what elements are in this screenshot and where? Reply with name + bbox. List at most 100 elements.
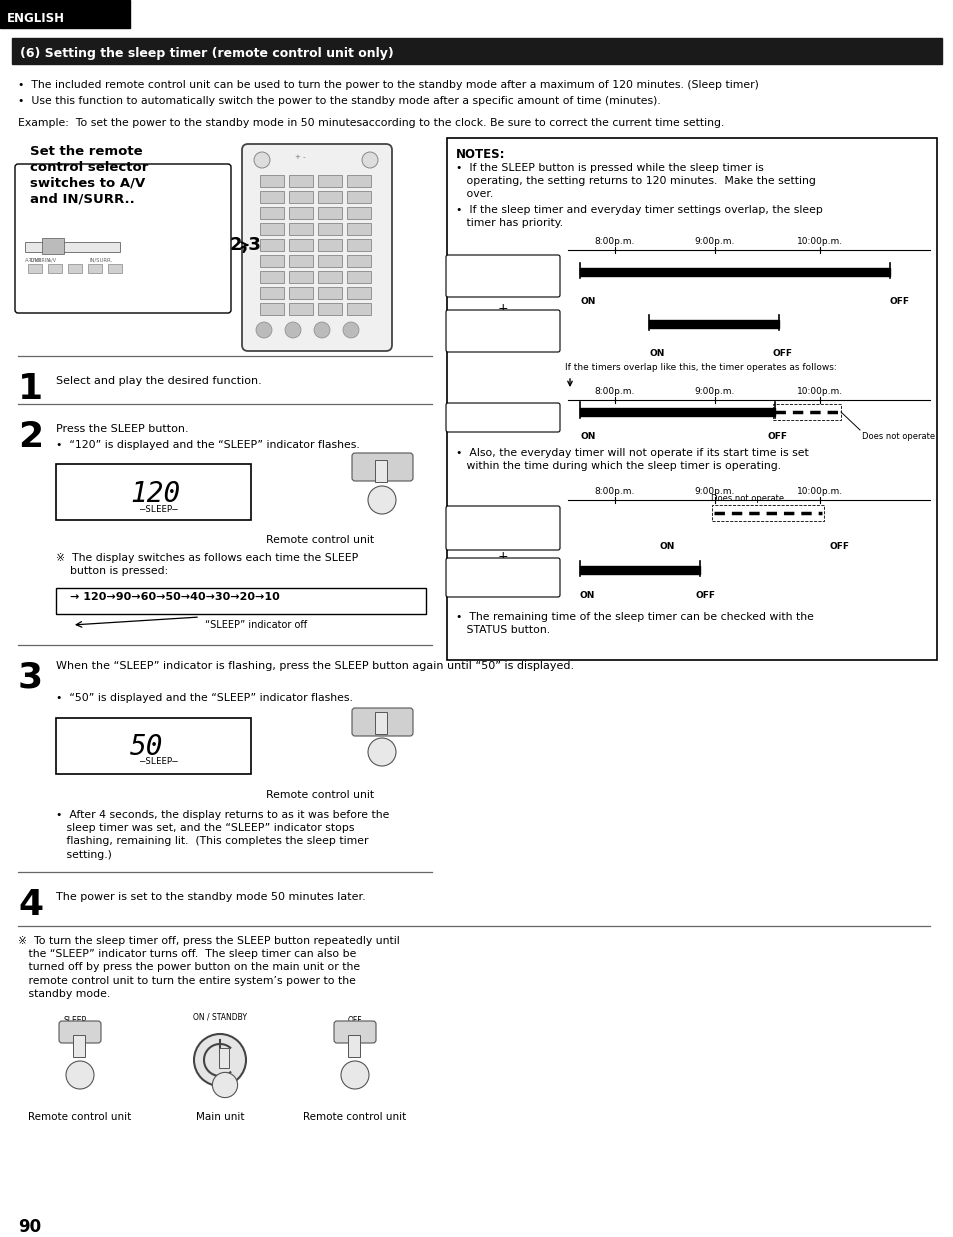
FancyBboxPatch shape [59, 1021, 101, 1043]
Bar [56, 588, 426, 614]
Bar [260, 223, 284, 235]
Bar [289, 255, 313, 267]
Text: ON: ON [649, 349, 664, 357]
Text: OFF: OFF [772, 349, 792, 357]
Text: ON: ON [659, 542, 675, 550]
FancyBboxPatch shape [242, 143, 392, 351]
Bar [260, 303, 284, 315]
Bar [48, 263, 62, 273]
FancyBboxPatch shape [446, 558, 559, 597]
Text: •  “120” is displayed and the “SLEEP” indicator flashes.: • “120” is displayed and the “SLEEP” ind… [56, 440, 359, 450]
Text: •  If the sleep timer and everyday timer settings overlap, the sleep
   timer ha: • If the sleep timer and everyday timer … [456, 205, 822, 228]
Text: 8:00p.m.: 8:00p.m. [594, 238, 635, 246]
Bar [347, 223, 371, 235]
Bar [317, 255, 341, 267]
Text: 8:00p.m.: 8:00p.m. [594, 487, 635, 496]
Text: Sleep timer
setting: Sleep timer setting [477, 570, 527, 590]
Text: OFF: OFF [889, 297, 909, 306]
Bar [317, 174, 341, 187]
Bar [68, 263, 82, 273]
Bar [28, 263, 42, 273]
Bar [289, 303, 313, 315]
Text: Remote control unit: Remote control unit [29, 1112, 132, 1122]
Circle shape [193, 1034, 246, 1086]
Bar [772, 404, 841, 421]
Text: 9:00p.m.: 9:00p.m. [694, 487, 735, 496]
Text: 10:00p.m.: 10:00p.m. [796, 387, 842, 396]
Text: ON: ON [579, 591, 595, 600]
Text: switches to A/V: switches to A/V [30, 177, 145, 190]
Bar [347, 271, 371, 283]
Text: +: + [497, 302, 508, 314]
FancyBboxPatch shape [334, 1021, 375, 1043]
Bar [260, 239, 284, 251]
Bar [317, 271, 341, 283]
Text: “SLEEP” indicator off: “SLEEP” indicator off [205, 620, 307, 630]
Circle shape [285, 322, 301, 338]
Bar [289, 207, 313, 219]
Bar [25, 242, 120, 252]
Text: Example:  To set the power to the standby mode in 50 minutesaccording to the clo: Example: To set the power to the standby… [18, 118, 723, 127]
Text: 1: 1 [18, 372, 43, 406]
Text: Remote control unit: Remote control unit [266, 790, 374, 800]
Bar [260, 271, 284, 283]
Text: •  After 4 seconds, the display returns to as it was before the
   sleep timer w: • After 4 seconds, the display returns t… [56, 810, 389, 860]
Bar [317, 303, 341, 315]
Text: If the timers overlap like this, the timer operates as follows:: If the timers overlap like this, the tim… [564, 362, 836, 372]
Text: TUNER  A/V: TUNER A/V [28, 259, 56, 263]
Circle shape [255, 322, 272, 338]
Text: 9:00p.m.: 9:00p.m. [694, 238, 735, 246]
Circle shape [368, 486, 395, 515]
Text: Sleep timer
setting: Sleep timer setting [477, 323, 527, 343]
Text: When the “SLEEP” indicator is flashing, press the SLEEP button again until “50” : When the “SLEEP” indicator is flashing, … [56, 661, 574, 670]
Text: 2: 2 [18, 421, 43, 454]
Text: —SLEEP—: —SLEEP— [140, 757, 177, 766]
Bar [648, 320, 779, 328]
Bar [289, 239, 313, 251]
Text: + -: + - [294, 153, 305, 160]
Circle shape [343, 322, 358, 338]
Text: •  If the SLEEP button is pressed while the sleep timer is
   operating, the set: • If the SLEEP button is pressed while t… [456, 163, 815, 199]
Bar [289, 190, 313, 203]
FancyBboxPatch shape [352, 453, 413, 481]
Bar [375, 713, 387, 734]
Text: Everyday timer
once timer setting: Everyday timer once timer setting [463, 268, 542, 288]
Text: 3: 3 [18, 661, 43, 695]
Bar [260, 287, 284, 299]
Text: SLEEP: SLEEP [371, 715, 392, 721]
Bar [42, 238, 64, 254]
Bar [12, 38, 941, 64]
Text: 8:00p.m.: 8:00p.m. [594, 387, 635, 396]
Text: ※  The display switches as follows each time the SLEEP
    button is pressed:: ※ The display switches as follows each t… [56, 553, 358, 576]
Text: 120: 120 [130, 480, 180, 508]
Text: Remote control unit: Remote control unit [266, 534, 374, 546]
Circle shape [213, 1072, 237, 1097]
Bar [447, 139, 936, 661]
Bar [289, 174, 313, 187]
Bar [317, 239, 341, 251]
Text: Main unit: Main unit [195, 1112, 244, 1122]
Text: TUNER  TV/VCR: TUNER TV/VCR [27, 244, 69, 249]
Bar [348, 1035, 359, 1056]
Text: •  Use this function to automatically switch the power to the standby mode after: • Use this function to automatically swi… [18, 96, 660, 106]
Text: Does not operate: Does not operate [862, 432, 934, 442]
Text: SLEEP: SLEEP [371, 460, 392, 466]
Bar [289, 271, 313, 283]
Bar [317, 287, 341, 299]
Text: Remote control unit: Remote control unit [303, 1112, 406, 1122]
Bar [108, 263, 122, 273]
FancyBboxPatch shape [446, 506, 559, 550]
Text: Set the remote: Set the remote [30, 145, 143, 158]
Text: •  The included remote control unit can be used to turn the power to the standby: • The included remote control unit can b… [18, 80, 758, 90]
Text: 9:00p.m.: 9:00p.m. [694, 387, 735, 396]
Text: 2,3: 2,3 [230, 236, 262, 254]
Text: 4: 4 [18, 888, 43, 922]
Text: → 120→90→60→50→40→30→20→10: → 120→90→60→50→40→30→20→10 [70, 593, 279, 602]
Bar [347, 303, 371, 315]
Circle shape [66, 1061, 94, 1089]
Text: Press the SLEEP button.: Press the SLEEP button. [56, 424, 189, 434]
Bar [579, 408, 774, 416]
Bar [317, 207, 341, 219]
Text: —SLEEP—: —SLEEP— [140, 505, 177, 515]
Circle shape [361, 152, 377, 168]
